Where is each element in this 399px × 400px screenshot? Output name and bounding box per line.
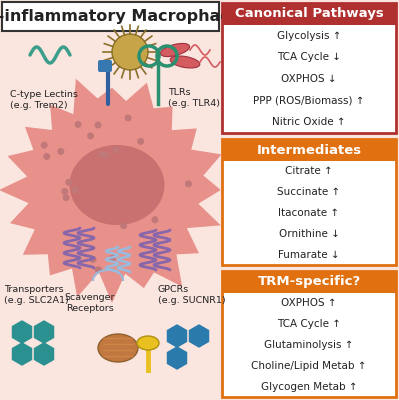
Circle shape [89,256,97,263]
Polygon shape [190,325,209,347]
Circle shape [43,153,50,160]
FancyBboxPatch shape [222,139,396,265]
Text: Citrate ↑: Citrate ↑ [285,166,333,176]
Circle shape [112,34,148,70]
Circle shape [112,146,119,154]
Text: TCA Cycle ↓: TCA Cycle ↓ [277,52,341,62]
Circle shape [185,180,192,187]
Circle shape [95,122,102,128]
Circle shape [63,194,70,201]
Text: Intermediates: Intermediates [257,144,361,156]
Ellipse shape [137,336,159,350]
Ellipse shape [98,334,138,362]
Circle shape [102,152,109,158]
Circle shape [41,142,48,149]
Text: OXPHOS ↓: OXPHOS ↓ [281,74,337,84]
Circle shape [99,151,106,158]
Circle shape [137,138,144,145]
FancyBboxPatch shape [222,139,396,161]
FancyBboxPatch shape [222,271,396,293]
Text: Scavenger
Receptors: Scavenger Receptors [65,293,115,313]
Text: Canonical Pathways: Canonical Pathways [235,8,383,20]
Ellipse shape [170,56,200,68]
Circle shape [75,121,82,128]
Polygon shape [12,343,32,365]
FancyBboxPatch shape [222,3,396,133]
Polygon shape [0,79,221,303]
FancyBboxPatch shape [98,60,112,72]
Text: Glutaminolysis ↑: Glutaminolysis ↑ [264,340,354,350]
Ellipse shape [69,145,164,225]
Circle shape [71,186,79,194]
Circle shape [57,148,64,155]
Circle shape [152,216,158,223]
Circle shape [124,114,132,122]
Text: PPP (ROS/Biomass) ↑: PPP (ROS/Biomass) ↑ [253,96,365,106]
Text: Nitric Oxide ↑: Nitric Oxide ↑ [272,117,346,127]
Polygon shape [34,321,53,343]
FancyBboxPatch shape [2,2,219,31]
FancyArrow shape [99,64,109,71]
Text: TRM-specific?: TRM-specific? [257,276,361,288]
Text: Transporters
(e.g. SLC2A1): Transporters (e.g. SLC2A1) [4,285,69,305]
Text: Succinate ↑: Succinate ↑ [277,187,341,197]
FancyBboxPatch shape [222,271,396,397]
Circle shape [95,266,102,273]
Circle shape [87,132,94,140]
Text: OXPHOS ↑: OXPHOS ↑ [281,298,337,308]
Text: C-type Lectins
(e.g. Trem2): C-type Lectins (e.g. Trem2) [10,90,78,110]
Text: TLRs
(e.g. TLR4): TLRs (e.g. TLR4) [168,88,220,108]
Circle shape [61,188,68,195]
Text: Choline/Lipid Metab ↑: Choline/Lipid Metab ↑ [251,361,367,371]
Polygon shape [34,343,53,365]
Text: Pro-inflammatory Macrophages: Pro-inflammatory Macrophages [0,10,253,24]
Polygon shape [168,347,186,369]
FancyBboxPatch shape [222,3,396,25]
Polygon shape [168,325,186,347]
Text: Fumarate ↓: Fumarate ↓ [278,250,340,260]
Circle shape [109,255,116,262]
Ellipse shape [160,44,190,56]
Text: GPCRs
(e.g. SUCNR1): GPCRs (e.g. SUCNR1) [158,285,225,305]
Text: Glycogen Metab ↑: Glycogen Metab ↑ [261,382,358,392]
Circle shape [65,179,72,186]
Text: Ornithine ↓: Ornithine ↓ [279,229,340,239]
Polygon shape [12,321,32,343]
Text: TCA Cycle ↑: TCA Cycle ↑ [277,319,341,329]
Text: Glycolysis ↑: Glycolysis ↑ [277,31,341,41]
Circle shape [120,222,127,229]
Text: Itaconate ↑: Itaconate ↑ [279,208,340,218]
